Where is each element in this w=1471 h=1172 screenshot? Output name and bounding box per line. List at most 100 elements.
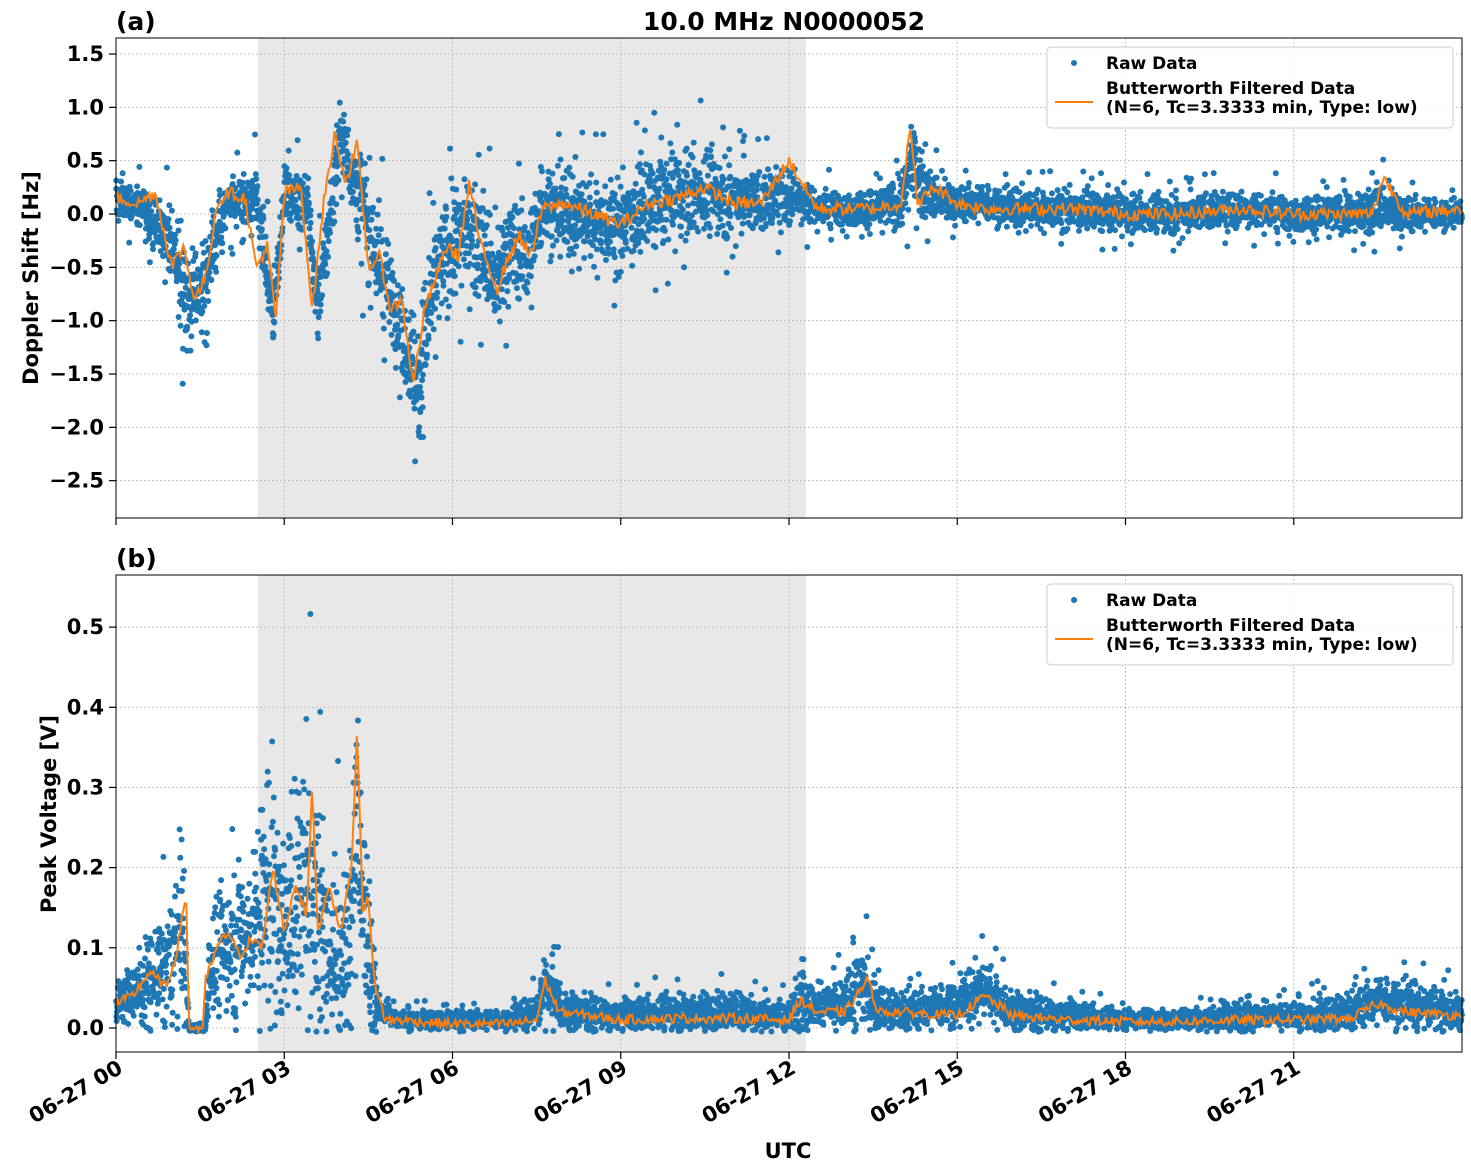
raw-data-point <box>1371 248 1378 255</box>
raw-data-point <box>927 168 934 175</box>
raw-data-point <box>467 260 473 267</box>
raw-data-point <box>1369 229 1376 236</box>
raw-data-point <box>672 248 679 255</box>
raw-data-point <box>1203 190 1209 197</box>
raw-data-point <box>588 171 595 178</box>
raw-data-point <box>440 278 447 285</box>
raw-data-point <box>477 278 484 285</box>
raw-data-point <box>593 179 600 186</box>
raw-data-point <box>1346 193 1353 200</box>
raw-data-point <box>127 187 134 194</box>
raw-data-point <box>728 225 734 231</box>
raw-data-point <box>592 229 599 236</box>
raw-data-point <box>563 191 570 198</box>
raw-data-point <box>433 294 440 301</box>
raw-data-point <box>394 282 401 289</box>
raw-data-point <box>487 240 494 247</box>
raw-data-point <box>736 127 743 134</box>
raw-data-point <box>241 187 248 194</box>
raw-data-point <box>629 262 636 269</box>
panel-a-raw-data-points <box>113 97 1465 465</box>
raw-data-point <box>903 190 910 197</box>
raw-data-point <box>187 312 194 319</box>
raw-data-point <box>338 194 345 201</box>
raw-data-point <box>1127 241 1134 248</box>
raw-data-point <box>512 202 519 209</box>
raw-data-point <box>1187 186 1194 193</box>
raw-data-point <box>457 338 464 345</box>
raw-data-point <box>254 183 261 190</box>
raw-data-point <box>345 126 352 133</box>
raw-data-point <box>754 181 761 188</box>
raw-data-point <box>475 293 482 299</box>
raw-data-point <box>752 220 759 227</box>
raw-data-point <box>899 220 906 227</box>
raw-data-point <box>296 246 303 253</box>
raw-data-point <box>1380 156 1387 163</box>
raw-data-point <box>264 198 271 205</box>
raw-data-point <box>607 176 614 183</box>
raw-data-point <box>528 273 534 280</box>
raw-data-point <box>843 233 850 240</box>
raw-data-point <box>619 164 626 171</box>
raw-data-point <box>309 249 316 256</box>
raw-data-point <box>890 185 897 192</box>
raw-data-point <box>521 224 528 230</box>
raw-data-point <box>219 249 226 256</box>
raw-data-point <box>1251 242 1258 249</box>
raw-data-point <box>587 253 594 259</box>
raw-data-point <box>283 165 290 172</box>
raw-data-point <box>678 223 684 230</box>
raw-data-point <box>661 166 668 173</box>
raw-data-point <box>430 326 437 333</box>
raw-data-point <box>561 175 568 181</box>
raw-data-point <box>361 181 368 188</box>
raw-data-point <box>515 160 522 167</box>
raw-data-point <box>191 271 198 278</box>
raw-data-point <box>828 236 835 243</box>
raw-data-point <box>761 173 768 180</box>
raw-data-point <box>732 243 739 250</box>
raw-data-point <box>1122 196 1129 203</box>
raw-data-point <box>432 245 439 251</box>
raw-data-point <box>306 225 313 232</box>
raw-data-point <box>136 163 143 170</box>
raw-data-point <box>1313 226 1320 233</box>
raw-data-point <box>455 263 462 270</box>
raw-data-point <box>1179 235 1186 242</box>
raw-data-point <box>622 239 629 246</box>
raw-data-point <box>466 306 473 313</box>
raw-data-point <box>528 263 535 270</box>
raw-data-point <box>362 192 369 199</box>
raw-data-point <box>765 166 771 173</box>
raw-data-point <box>118 178 125 185</box>
raw-data-point <box>1019 180 1026 187</box>
raw-data-point <box>738 230 745 237</box>
raw-data-point <box>594 274 601 281</box>
raw-data-point <box>651 109 658 116</box>
raw-data-point <box>913 225 920 232</box>
raw-data-point <box>333 201 340 208</box>
raw-data-point <box>373 290 380 297</box>
raw-data-point <box>156 197 163 204</box>
raw-data-point <box>1154 226 1160 233</box>
raw-data-point <box>683 172 690 179</box>
raw-data-point <box>726 146 733 153</box>
raw-data-point <box>769 215 776 222</box>
raw-data-point <box>1360 223 1367 230</box>
raw-data-point <box>478 220 485 227</box>
raw-data-point <box>1340 176 1347 183</box>
raw-data-point <box>492 204 499 211</box>
raw-data-point <box>205 298 212 304</box>
raw-data-point <box>1286 232 1293 239</box>
raw-data-point <box>1002 171 1009 178</box>
raw-data-point <box>1185 228 1192 235</box>
raw-data-point <box>727 173 734 180</box>
raw-data-point <box>1034 186 1041 193</box>
raw-data-point <box>602 183 609 190</box>
raw-data-point <box>581 255 588 261</box>
raw-data-point <box>652 244 659 251</box>
raw-data-point <box>518 207 525 214</box>
raw-data-point <box>288 217 294 224</box>
raw-data-point <box>1174 219 1181 225</box>
